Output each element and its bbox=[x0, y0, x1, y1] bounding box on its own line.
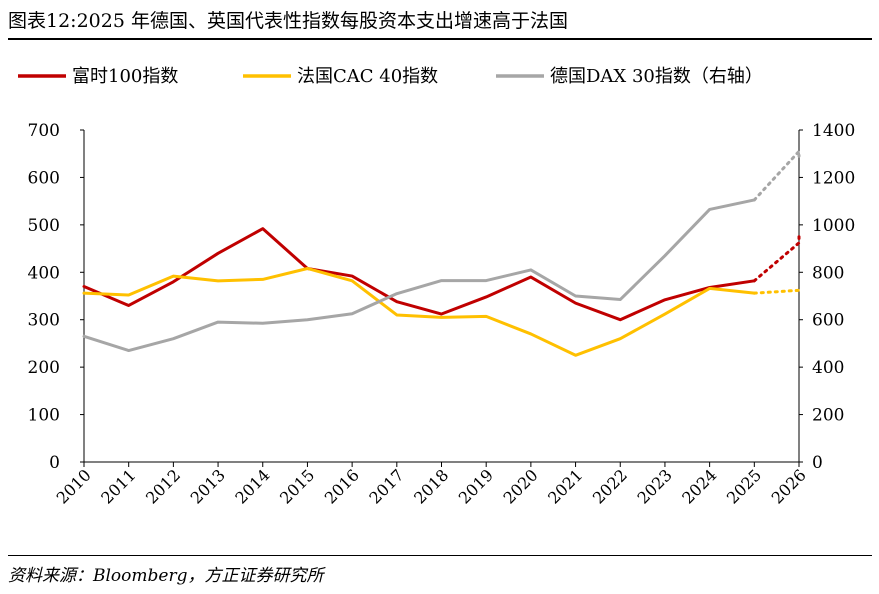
y-right-tick-label: 800 bbox=[812, 263, 844, 283]
x-tick-label: 2011 bbox=[97, 465, 139, 507]
x-tick-label: 2015 bbox=[276, 465, 318, 507]
y-right-tick-label: 400 bbox=[812, 358, 844, 378]
x-tick-label: 2026 bbox=[768, 465, 810, 507]
x-tick-label: 2022 bbox=[589, 465, 631, 507]
x-tick-label: 2016 bbox=[321, 465, 363, 507]
y-right-tick-label: 600 bbox=[812, 311, 844, 331]
source-rule bbox=[8, 555, 872, 556]
legend: 富时100指数 法国CAC 40指数 德国DAX 30指数（右轴） bbox=[18, 66, 763, 87]
y-left-tick-label: 200 bbox=[28, 358, 60, 378]
y-left-tick-label: 400 bbox=[28, 263, 60, 283]
series-forecast-line bbox=[752, 288, 801, 295]
x-tick-label: 2014 bbox=[231, 465, 273, 507]
y-right-tick-label: 1400 bbox=[812, 121, 855, 141]
chart-title: 图表12:2025 年德国、英国代表性指数每股资本支出增速高于法国 bbox=[8, 10, 568, 32]
y-left-tick-label: 500 bbox=[28, 216, 60, 236]
x-tick-label: 2017 bbox=[365, 465, 407, 507]
x-tick-label: 2019 bbox=[455, 465, 497, 507]
title-rule bbox=[8, 38, 872, 40]
y-left-tick-label: 100 bbox=[28, 406, 60, 426]
series-line bbox=[82, 266, 756, 357]
x-tick-label: 2020 bbox=[499, 465, 541, 507]
series-lines bbox=[82, 147, 801, 357]
x-tick-label: 2024 bbox=[678, 465, 720, 507]
y-left-tick-label: 700 bbox=[28, 121, 60, 141]
x-tick-label: 2018 bbox=[410, 465, 452, 507]
series-line bbox=[82, 227, 756, 322]
series-forecast-line bbox=[752, 147, 801, 202]
y-right-tick-label: 200 bbox=[812, 406, 844, 426]
x-tick-label: 2012 bbox=[142, 465, 184, 507]
x-tick-label: 2023 bbox=[634, 465, 676, 507]
legend-label: 德国DAX 30指数（右轴） bbox=[550, 66, 763, 87]
y-right-tick-label: 0 bbox=[812, 453, 823, 473]
x-tick-label: 2021 bbox=[544, 465, 586, 507]
y-right-tick-label: 1000 bbox=[812, 216, 855, 236]
series-forecast-line bbox=[752, 235, 801, 283]
y-right-tick-label: 1200 bbox=[812, 168, 855, 188]
y-left-tick-label: 600 bbox=[28, 168, 60, 188]
series-line bbox=[82, 198, 756, 353]
legend-label: 法国CAC 40指数 bbox=[297, 66, 438, 87]
legend-label: 富时100指数 bbox=[72, 66, 178, 87]
y-left-tick-label: 0 bbox=[49, 453, 60, 473]
x-tick-label: 2025 bbox=[723, 465, 765, 507]
source-note: 资料来源：Bloomberg，方正证券研究所 bbox=[8, 566, 324, 586]
y-left-tick-label: 300 bbox=[28, 311, 60, 331]
x-tick-label: 2013 bbox=[187, 465, 229, 507]
